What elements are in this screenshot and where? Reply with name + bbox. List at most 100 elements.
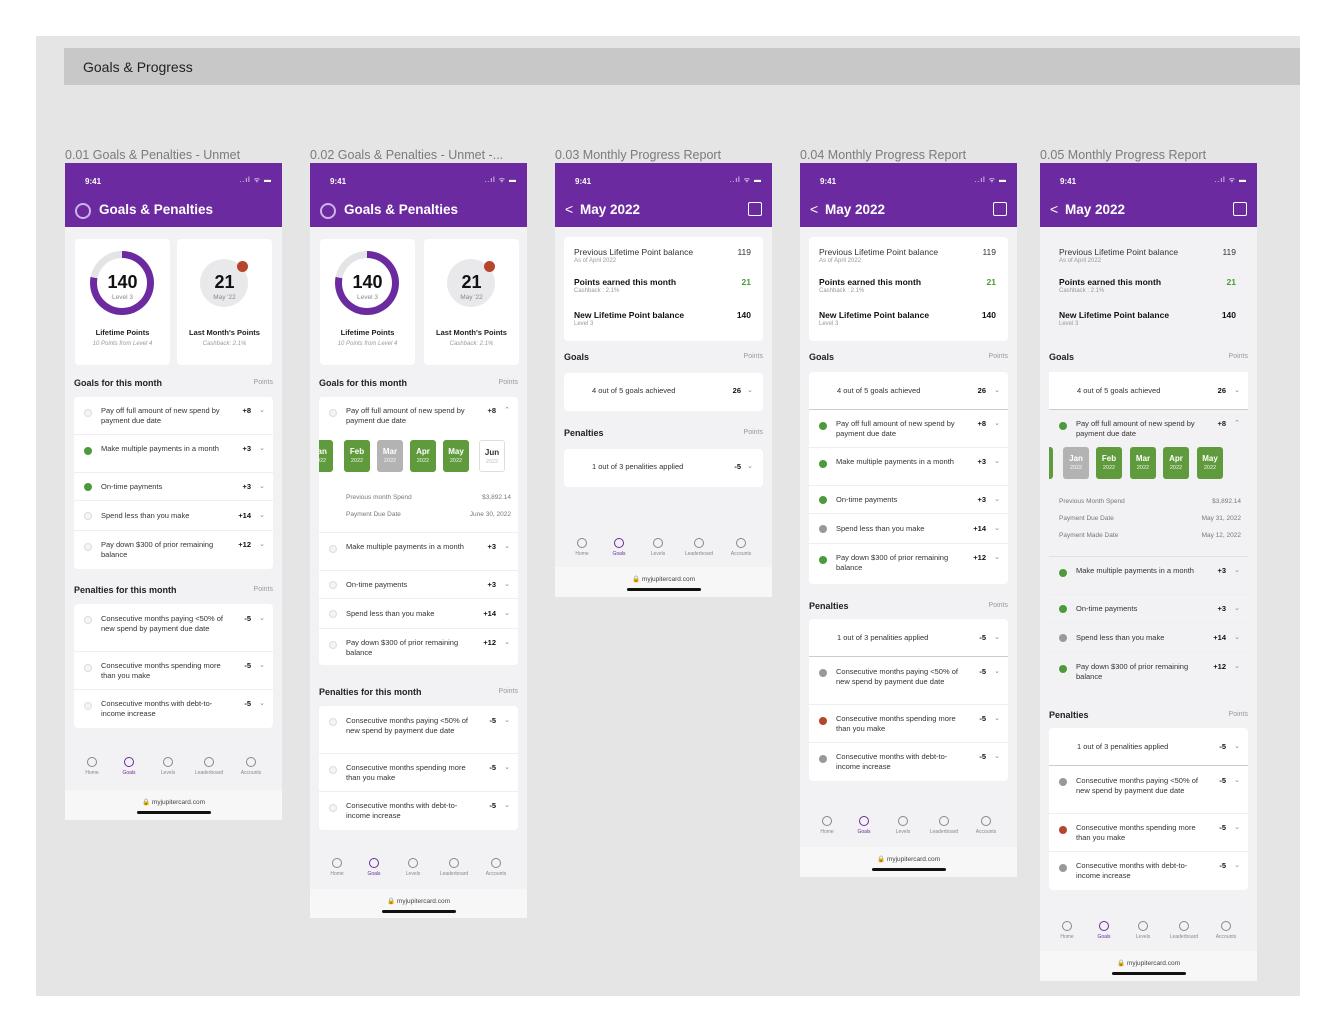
tab-home[interactable]: Home [562,538,602,557]
lifetime-points-card[interactable]: 140 Level 3 Lifetime Points 10 Points fr… [75,239,170,365]
last-month-points-card[interactable]: 21 May '22 Last Month's Points Cashback:… [177,239,272,365]
tab-home[interactable]: Home [317,858,357,877]
month-chip[interactable]: Mar 2022 [1130,447,1156,479]
back-icon[interactable]: < [1050,201,1059,217]
chevron-down-icon: ⌄ [259,541,265,548]
tab-levels[interactable]: Levels [638,538,678,557]
tab-leaderboard[interactable]: Leaderboard [189,757,229,776]
tab-goals[interactable]: Goals [354,858,394,877]
back-icon[interactable]: < [565,201,574,217]
tab-leaderboard[interactable]: Leaderboard [1164,921,1204,940]
goal-row[interactable]: Pay off full amount of new spend by paym… [74,397,273,435]
tab-goals[interactable]: Goals [1084,921,1124,940]
month-chip[interactable]: Feb 2022 [344,440,370,472]
tab-goals[interactable]: Goals [599,538,639,557]
goal-row[interactable]: Pay down $300 of prior remaining balance… [1049,653,1248,691]
penalty-row[interactable]: Consecutive months spending more than yo… [809,705,1008,743]
month-chip[interactable] [1049,447,1053,479]
month-chip[interactable]: Apr 2022 [410,440,436,472]
tab-home[interactable]: Home [807,816,847,835]
month-chip[interactable]: Apr 2022 [1163,447,1189,479]
goal-row[interactable]: Make multiple payments in a month +3 ⌄ [319,533,518,571]
penalty-row[interactable]: Consecutive months spending more than yo… [74,652,273,690]
goal-row[interactable]: On-time payments +3 ⌄ [809,486,1008,514]
penalties-summary-row[interactable]: 1 out of 3 penalities applied -5 ⌄ [1049,728,1248,766]
tab-bar: Home Goals Levels Leaderboard Accounts [800,812,1017,846]
tab-accounts[interactable]: Accounts [476,858,516,877]
month-chip[interactable]: Jun 2022 [479,440,505,472]
goal-row-expanded[interactable]: Pay off full amount of new spend by paym… [319,397,518,533]
goal-row[interactable]: Spend less than you make +14 ⌄ [319,599,518,629]
goal-row[interactable]: Pay down $300 of prior remaining balance… [319,629,518,665]
goal-row[interactable]: Spend less than you make +14 ⌄ [809,514,1008,544]
goal-row[interactable]: On-time payments +3 ⌄ [1049,595,1248,623]
goal-row[interactable]: On-time payments +3 ⌄ [74,473,273,501]
penalty-row[interactable]: Consecutive months with debt-to-income i… [319,792,518,830]
frame-label: 0.02 Goals & Penalties - Unmet -... [310,148,504,162]
month-chip[interactable]: Mar 2022 [377,440,403,472]
calendar-icon[interactable] [1233,202,1247,216]
tab-levels[interactable]: Levels [148,757,188,776]
penalty-row[interactable]: Consecutive months spending more than yo… [1049,814,1248,852]
tab-levels[interactable]: Levels [1123,921,1163,940]
tab-goals[interactable]: Goals [109,757,149,776]
month-chip[interactable]: May 2022 [443,440,469,472]
penalty-row[interactable]: Consecutive months paying <50% of new sp… [1049,766,1248,814]
goal-row[interactable]: Pay down $300 of prior remaining balance… [809,544,1008,582]
goals-summary-row[interactable]: 4 out of 5 goals achieved 26 ⌄ [1049,372,1248,410]
penalties-list: Consecutive months paying <50% of new sp… [74,604,273,728]
tab-accounts[interactable]: Accounts [231,757,271,776]
chevron-down-icon: ⌄ [747,463,753,470]
tab-leaderboard[interactable]: Leaderboard [434,858,474,877]
goal-row[interactable]: Pay off full amount of new spend by paym… [809,410,1008,448]
phone-report-expanded: 9:41 ..ıl ᯤ ▬ < May 2022 Previous Lifeti… [800,163,1017,877]
tab-leaderboard[interactable]: Leaderboard [679,538,719,557]
goals-summary-row[interactable]: 4 out of 5 goals achieved 26 ⌄ [809,372,1008,410]
month-chip[interactable]: May 2022 [1197,447,1223,479]
goal-row-expanded[interactable]: Pay off full amount of new spend by paym… [1049,410,1248,557]
calendar-icon[interactable] [993,202,1007,216]
accounts-icon [981,816,991,826]
lifetime-points-card[interactable]: 140 Level 3 Lifetime Points 10 Points fr… [320,239,415,365]
tab-accounts[interactable]: Accounts [1206,921,1246,940]
goal-row[interactable]: Make multiple payments in a month +3 ⌄ [1049,557,1248,595]
tab-home[interactable]: Home [1047,921,1087,940]
tab-leaderboard[interactable]: Leaderboard [924,816,964,835]
chevron-down-icon: ⌄ [994,554,1000,561]
tab-accounts[interactable]: Accounts [721,538,761,557]
tab-levels[interactable]: Levels [883,816,923,835]
goal-row[interactable]: Pay down $300 of prior remaining balance… [74,531,273,569]
goal-row[interactable]: Make multiple payments in a month +3 ⌄ [809,448,1008,486]
penalty-applied-icon [1059,826,1067,834]
month-chip[interactable]: Feb 2022 [1096,447,1122,479]
penalty-row[interactable]: Consecutive months with debt-to-income i… [74,690,273,728]
last-month-points-card[interactable]: 21 May '22 Last Month's Points Cashback:… [424,239,519,365]
chevron-down-icon: ⌄ [1234,634,1240,641]
back-icon[interactable]: < [810,201,819,217]
penalties-summary-row[interactable]: 1 out of 3 penalities applied -5 ⌄ [564,449,763,487]
tab-bar: Home Goals Levels Leaderboard Accounts [310,854,527,888]
calendar-icon[interactable] [748,202,762,216]
points-header: Points [498,379,518,386]
penalty-row[interactable]: Consecutive months paying <50% of new sp… [319,706,518,754]
goals-summary-row[interactable]: 4 out of 5 goals achieved 26 ⌄ [564,373,763,411]
goal-row[interactable]: Spend less than you make +14 ⌄ [74,501,273,531]
goal-row[interactable]: Make multiple payments in a month +3 ⌄ [74,435,273,473]
penalty-points: -5 [244,661,251,670]
penalty-row[interactable]: Consecutive months spending more than yo… [319,754,518,792]
penalties-summary-row[interactable]: 1 out of 3 penalities applied -5 ⌄ [809,619,1008,657]
goal-row[interactable]: On-time payments +3 ⌄ [319,571,518,599]
tab-goals[interactable]: Goals [844,816,884,835]
detail-row: Previous month Spend $3,892.14 [346,494,511,501]
penalty-row[interactable]: Consecutive months paying <50% of new sp… [74,604,273,652]
penalty-row[interactable]: Consecutive months paying <50% of new sp… [809,657,1008,705]
penalty-row[interactable]: Consecutive months with debt-to-income i… [809,743,1008,781]
chevron-up-icon: ⌃ [504,407,510,414]
penalty-row[interactable]: Consecutive months with debt-to-income i… [1049,852,1248,890]
goal-row[interactable]: Spend less than you make +14 ⌄ [1049,623,1248,653]
tab-accounts[interactable]: Accounts [966,816,1006,835]
tab-home[interactable]: Home [72,757,112,776]
tab-levels[interactable]: Levels [393,858,433,877]
